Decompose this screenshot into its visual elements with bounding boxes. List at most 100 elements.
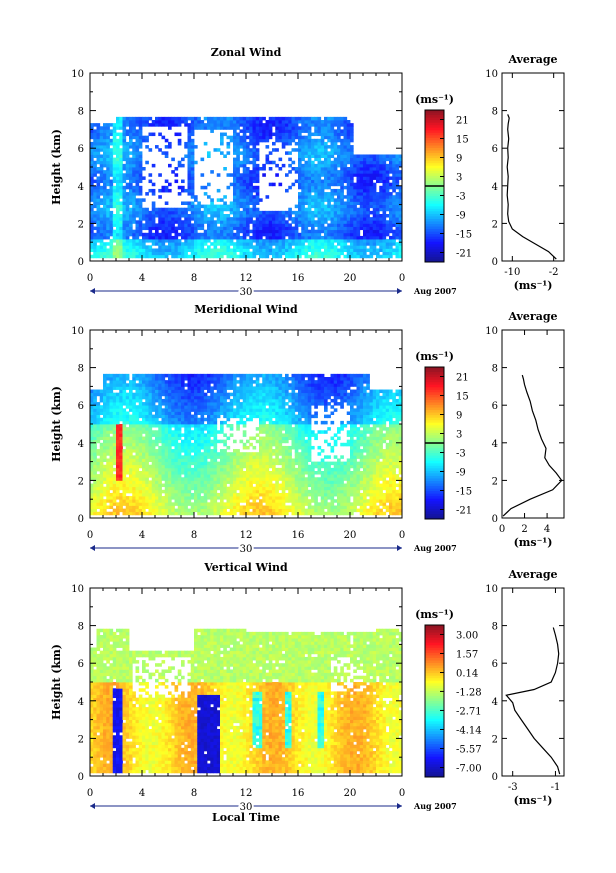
heatmap-cell: [96, 433, 101, 437]
heatmap-cell: [200, 420, 205, 425]
heatmap-cell: [226, 185, 231, 190]
heatmap-cell: [125, 195, 130, 199]
heatmap-cell: [210, 417, 214, 422]
heatmap-cell: [359, 179, 364, 184]
heatmap-cell: [138, 449, 143, 453]
heatmap-cell: [138, 179, 143, 184]
average-y-tick-label: 2: [492, 219, 498, 230]
heatmap-cell: [320, 163, 325, 168]
heatmap-cell: [112, 408, 117, 412]
heatmap-cell: [158, 430, 162, 434]
heatmap-cell: [122, 502, 127, 506]
heatmap-cell: [99, 433, 104, 437]
heatmap-cell: [190, 129, 195, 133]
heatmap-cell: [194, 377, 198, 381]
heatmap-cell: [96, 192, 101, 196]
heatmap-cell: [132, 449, 136, 453]
heatmap-cell: [177, 217, 182, 221]
heatmap-cell: [184, 430, 188, 434]
heatmap-cell: [288, 135, 292, 140]
heatmap-cell: [161, 411, 166, 415]
heatmap-cell: [138, 505, 143, 509]
heatmap-cell: [99, 395, 104, 400]
heatmap-cell: [151, 239, 156, 243]
heatmap-cell: [96, 424, 101, 428]
heatmap-cell: [106, 160, 110, 165]
heatmap-cell: [171, 511, 175, 516]
heatmap-cell: [181, 492, 185, 497]
heatmap-cell: [337, 157, 341, 162]
heatmap-cell: [168, 483, 172, 488]
heatmap-cell: [398, 154, 403, 158]
heatmap-cell: [138, 455, 143, 459]
heatmap-cell: [174, 461, 179, 466]
heatmap-cell: [233, 210, 237, 215]
heatmap-cell: [116, 145, 120, 149]
heatmap-cell: [346, 195, 351, 199]
heatmap-cell: [109, 204, 114, 209]
heatmap-cell: [356, 217, 361, 221]
heatmap-cell: [171, 402, 175, 406]
average-title: Average: [507, 53, 557, 66]
heatmap-cell: [366, 173, 370, 177]
heatmap-cell: [216, 439, 221, 444]
heatmap-cell: [207, 467, 211, 472]
heatmap-cell: [233, 141, 237, 146]
heatmap-cell: [197, 427, 201, 431]
heatmap-cell: [229, 251, 234, 256]
heatmap-cell: [311, 132, 315, 137]
heatmap-cell: [229, 217, 234, 221]
heatmap-cell: [346, 248, 351, 252]
heatmap-cell: [177, 141, 182, 146]
heatmap-cell: [187, 439, 192, 444]
heatmap-cell: [382, 198, 387, 202]
heatmap-cell: [122, 254, 127, 259]
heatmap-cell: [138, 492, 143, 497]
heatmap-cell: [190, 449, 195, 453]
heatmap-cell: [307, 220, 312, 224]
heatmap-cell: [184, 251, 188, 256]
heatmap-cell: [112, 223, 117, 227]
heatmap-cell: [307, 167, 312, 171]
heatmap-cell: [103, 204, 107, 209]
heatmap-cell: [187, 474, 192, 478]
heatmap-cell: [337, 163, 341, 168]
heatmap-cell: [116, 445, 120, 450]
heatmap-cell: [187, 511, 192, 516]
heatmap-cell: [168, 383, 172, 387]
heatmap-cell: [298, 182, 302, 187]
heatmap-cell: [112, 220, 117, 224]
heatmap-cell: [220, 204, 224, 209]
heatmap-cell: [148, 492, 153, 497]
heatmap-cell: [307, 192, 312, 196]
heatmap-cell: [376, 210, 380, 215]
heatmap-cell: [203, 436, 208, 441]
heatmap-cell: [291, 135, 296, 140]
heatmap-cell: [389, 192, 393, 196]
heatmap-cell: [151, 477, 156, 481]
heatmap-cell: [340, 188, 344, 193]
heatmap-cell: [210, 373, 214, 378]
heatmap-cell: [203, 486, 208, 491]
heatmap-cell: [236, 232, 240, 237]
heatmap-cell: [382, 185, 387, 190]
heatmap-cell: [314, 176, 318, 180]
heatmap-cell: [379, 198, 383, 202]
heatmap-cell: [242, 163, 247, 168]
heatmap-cell: [103, 201, 107, 205]
heatmap-cell: [190, 455, 195, 459]
heatmap-cell: [129, 477, 133, 481]
heatmap-cell: [314, 229, 318, 234]
heatmap-cell: [392, 198, 396, 202]
heatmap-cell: [366, 157, 370, 162]
heatmap-cell: [168, 163, 172, 168]
heatmap-cell: [106, 151, 110, 155]
heatmap-cell: [203, 424, 208, 428]
heatmap-cell: [174, 452, 179, 456]
heatmap-cell: [330, 210, 335, 215]
heatmap-cell: [96, 201, 101, 205]
heatmap-cell: [119, 492, 123, 497]
heatmap-cell: [223, 195, 227, 199]
heatmap-cell: [213, 492, 218, 497]
heatmap-cell: [301, 170, 305, 174]
